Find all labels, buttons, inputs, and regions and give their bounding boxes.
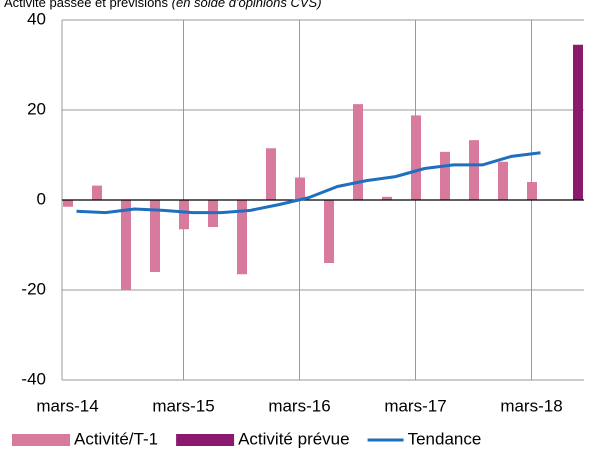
y-tick-label: 40 — [27, 9, 46, 28]
x-tick-label: mars-17 — [384, 396, 446, 415]
subtitle: (en solde d'opinions CVS) — [172, 0, 322, 10]
y-tick-label: 0 — [37, 189, 46, 208]
bar — [150, 200, 160, 272]
bar — [573, 44, 583, 200]
bar — [527, 182, 537, 200]
legend-swatch — [12, 434, 70, 446]
legend-label: Activité prévue — [238, 429, 350, 448]
legend-swatch — [176, 434, 235, 446]
x-tick-label: mars-18 — [500, 396, 562, 415]
title: Activité passée et prévisions — [4, 0, 169, 10]
bar — [440, 151, 450, 200]
bar — [237, 200, 247, 275]
bar — [266, 148, 276, 200]
line — [76, 151, 541, 215]
y-tick-label: 20 — [27, 99, 46, 118]
bar — [498, 161, 508, 200]
bar — [469, 140, 479, 200]
legend-label: Activité/T-1 — [74, 429, 158, 448]
bar — [92, 185, 102, 200]
bar — [121, 200, 131, 290]
legend-label: Tendance — [408, 429, 482, 448]
bar — [382, 196, 392, 200]
bar — [295, 177, 305, 200]
bar — [179, 200, 189, 230]
chart-title: Activité passée et prévisions (en solde … — [4, 0, 322, 10]
bar — [63, 200, 73, 207]
bar — [353, 104, 363, 200]
bar — [411, 115, 421, 200]
x-tick-label: mars-14 — [36, 396, 98, 415]
y-tick-label: -40 — [21, 369, 46, 388]
bar — [324, 200, 334, 263]
y-tick-label: -20 — [21, 279, 46, 298]
x-tick-label: mars-15 — [152, 396, 214, 415]
x-tick-label: mars-16 — [268, 396, 330, 415]
